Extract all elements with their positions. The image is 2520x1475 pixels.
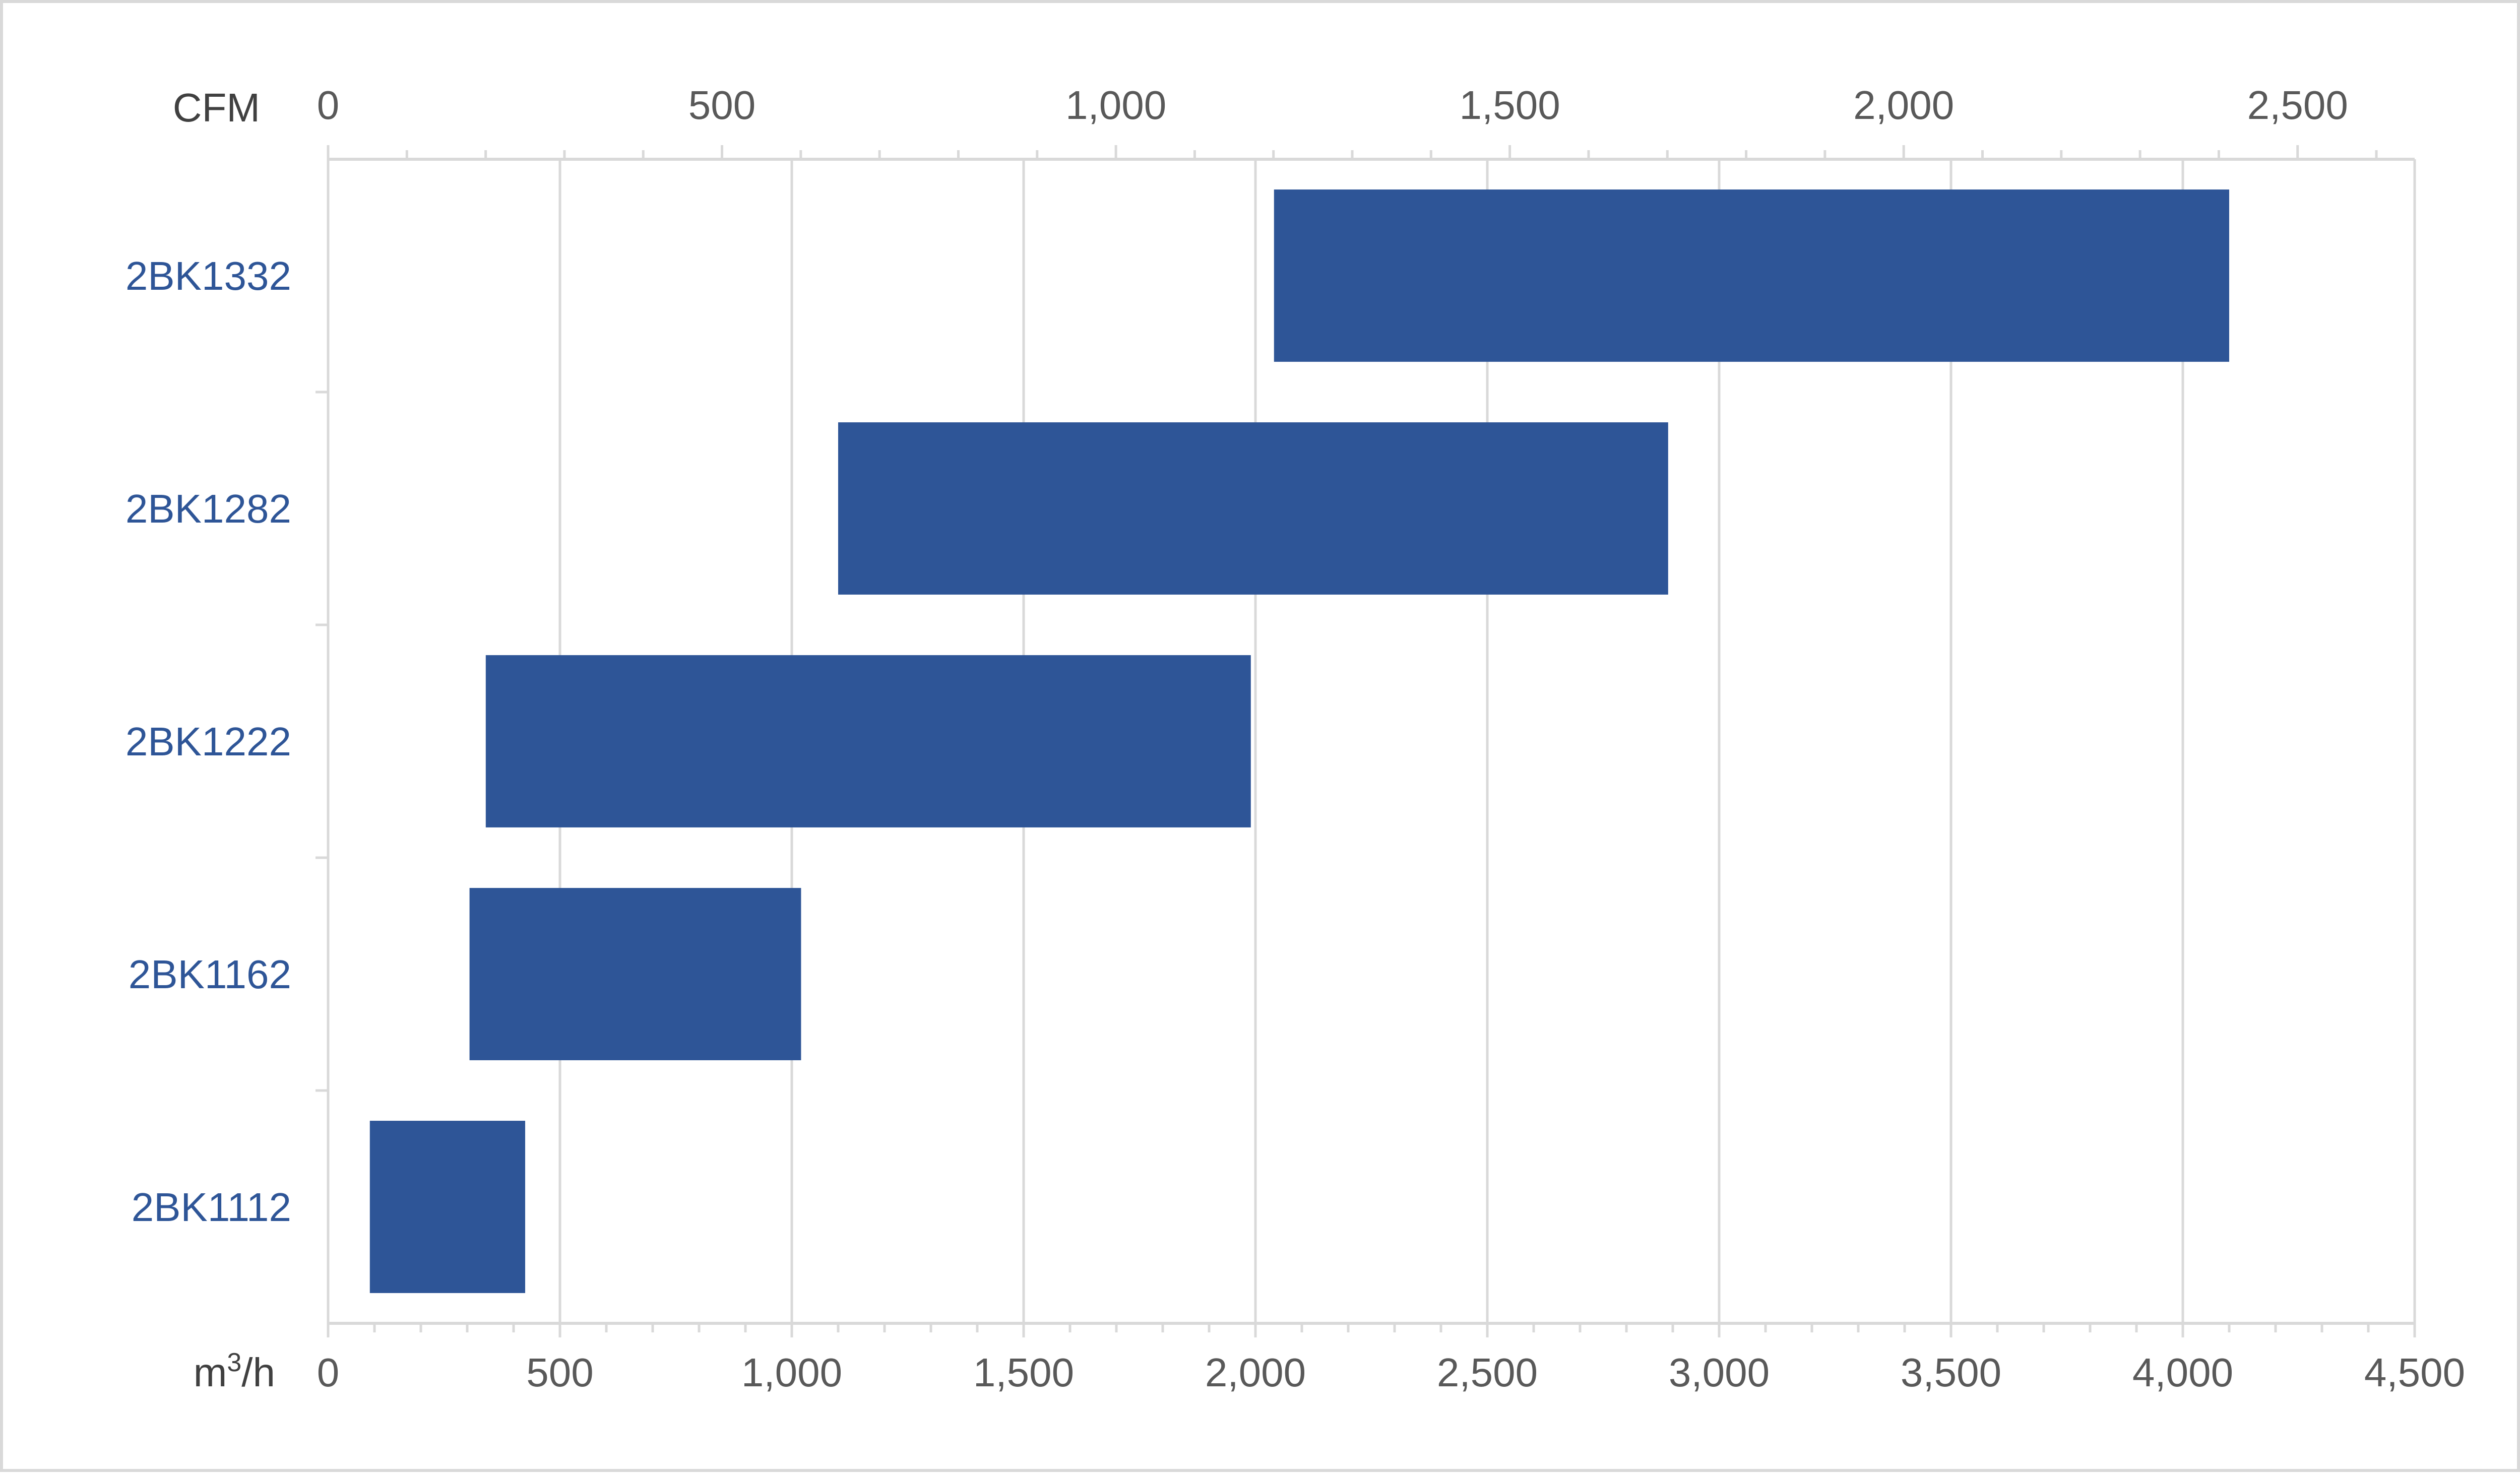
- category-label: 2BK1162: [129, 952, 291, 997]
- bar-2bk1162: [469, 888, 801, 1060]
- bottom-tick-label: 1,000: [741, 1350, 842, 1395]
- bottom-tick-label: 2,000: [1205, 1350, 1306, 1395]
- bar-2bk1222: [485, 655, 1251, 827]
- top-tick-label: 0: [317, 83, 340, 127]
- top-tick-label: 2,500: [2247, 83, 2348, 127]
- bottom-tick-label: 2,500: [1437, 1350, 1538, 1395]
- range-bar-chart: CFM m3/h 0 500 1,000 1,500 2,000 2,500 3,000 3,…: [125, 83, 2465, 1395]
- bottom-tick-label: 4,500: [2364, 1350, 2465, 1395]
- top-tick-label: 1,500: [1460, 83, 1560, 127]
- category-label: 2BK1332: [125, 253, 291, 298]
- bars: [369, 189, 2229, 1293]
- top-tick-label: 500: [688, 83, 755, 127]
- bottom-tick-label: 500: [526, 1350, 593, 1395]
- bottom-tick-label: 4,000: [2132, 1350, 2233, 1395]
- axes: [316, 145, 2416, 1337]
- bottom-tick-label: 1,500: [973, 1350, 1074, 1395]
- bottom-tick-label: 3,500: [1901, 1350, 2001, 1395]
- category-label: 2BK1282: [125, 486, 291, 531]
- bottom-tick-label: 0: [317, 1350, 340, 1395]
- labels: CFM m3/h 0 500 1,000 1,500 2,000 2,500 3,000 3,…: [125, 83, 2465, 1395]
- top-tick-label: 2,000: [1853, 83, 1954, 127]
- bottom-tick-label: 3,000: [1669, 1350, 1770, 1395]
- top-axis-unit-label: CFM: [173, 85, 260, 130]
- top-tick-label: 1,000: [1065, 83, 1166, 127]
- bar-2bk1112: [369, 1121, 525, 1293]
- bar-2bk1282: [838, 422, 1668, 595]
- category-label: 2BK1112: [132, 1185, 291, 1230]
- bar-2bk1332: [1274, 189, 2229, 362]
- category-label: 2BK1222: [125, 719, 291, 764]
- bottom-axis-unit-label: m3/h: [194, 1348, 275, 1395]
